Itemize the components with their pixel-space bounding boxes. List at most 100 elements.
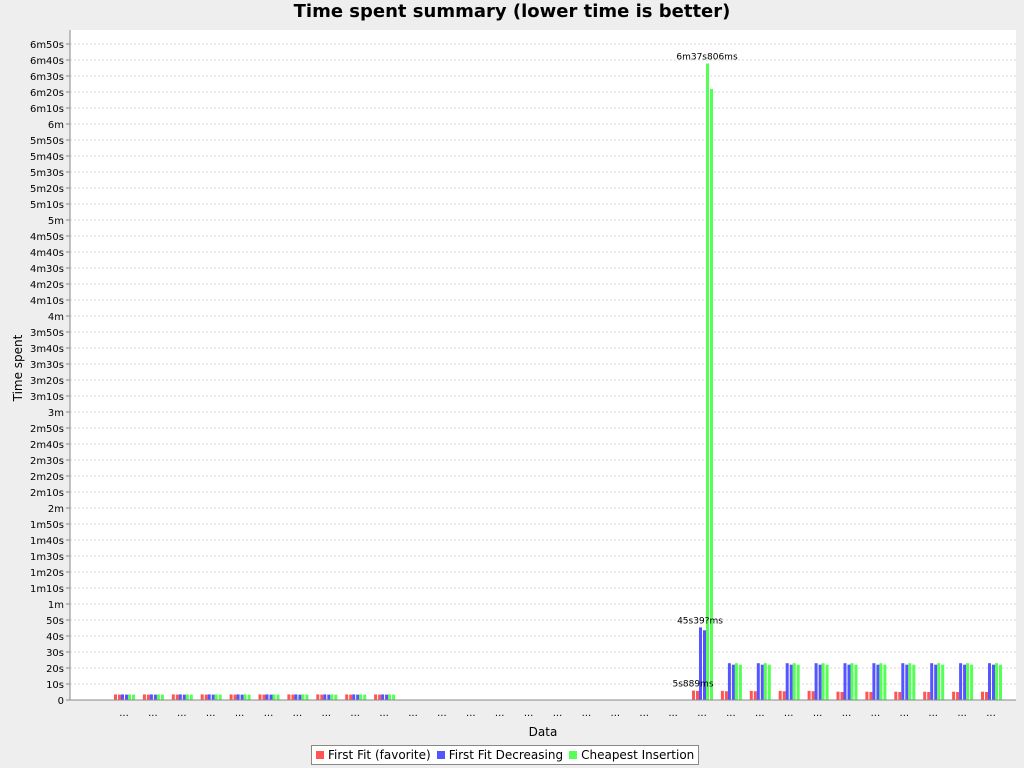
bar-cheapest-insertion xyxy=(189,694,193,700)
y-tick-label: 4m40s xyxy=(30,248,64,259)
bar-first-fit-favorite- xyxy=(927,692,931,700)
bar-cheapest-insertion xyxy=(825,664,829,700)
bar-cheapest-insertion xyxy=(995,663,998,700)
data-label: 6m37s806ms xyxy=(676,53,738,63)
y-tick-label: 4m30s xyxy=(30,264,64,275)
y-tick-label: 1m10s xyxy=(30,584,64,595)
plot-background xyxy=(70,30,1016,700)
bar-cheapest-insertion xyxy=(912,664,916,700)
bar-cheapest-insertion xyxy=(363,694,367,700)
bar-first-fit-decreasing xyxy=(731,664,735,700)
bar-first-fit-decreasing xyxy=(963,664,967,700)
x-tick-label: ... xyxy=(293,708,303,719)
bar-first-fit-decreasing xyxy=(703,630,706,700)
y-tick-label: 4m20s xyxy=(30,280,64,291)
bar-first-fit-decreasing xyxy=(905,664,909,700)
bar-first-fit-decreasing xyxy=(385,694,389,700)
y-tick-label: 3m40s xyxy=(30,344,64,355)
bar-first-fit-favorite- xyxy=(807,690,811,700)
bar-cheapest-insertion xyxy=(301,694,305,700)
y-tick-label: 6m xyxy=(48,120,64,131)
bar-cheapest-insertion xyxy=(792,663,796,700)
legend-item-cheapest-insertion: Cheapest Insertion xyxy=(569,748,694,762)
bar-first-fit-decreasing xyxy=(178,694,182,700)
x-tick-label: ... xyxy=(784,708,794,719)
y-tick-label: 10s xyxy=(46,680,64,691)
x-tick-label: ... xyxy=(957,708,967,719)
bar-first-fit-favorite- xyxy=(258,694,262,700)
bar-first-fit-favorite- xyxy=(374,694,378,700)
bar-first-fit-decreasing xyxy=(121,694,124,700)
bar-first-fit-favorite- xyxy=(175,694,179,700)
bar-first-fit-decreasing xyxy=(182,694,186,700)
bar-cheapest-insertion xyxy=(879,663,883,700)
y-tick-label: 3m30s xyxy=(30,360,64,371)
y-tick-label: 0 xyxy=(58,696,64,707)
bar-cheapest-insertion xyxy=(156,694,160,700)
bar-cheapest-insertion xyxy=(850,663,854,700)
bar-cheapest-insertion xyxy=(185,694,189,700)
bar-cheapest-insertion xyxy=(710,88,713,701)
bar-first-fit-favorite- xyxy=(291,694,295,700)
bar-first-fit-decreasing xyxy=(699,627,702,700)
y-tick-label: 5m40s xyxy=(30,152,64,163)
x-tick-label: ... xyxy=(842,708,852,719)
bar-cheapest-insertion xyxy=(734,663,738,700)
y-tick-label: 1m20s xyxy=(30,568,64,579)
bar-cheapest-insertion xyxy=(767,664,771,700)
chart-legend: First Fit (favorite) First Fit Decreasin… xyxy=(311,745,700,765)
bar-cheapest-insertion xyxy=(160,694,164,700)
x-tick-label: ... xyxy=(350,708,360,719)
legend-item-first-fit: First Fit (favorite) xyxy=(316,748,431,762)
legend-label: First Fit (favorite) xyxy=(328,748,431,762)
bar-first-fit-favorite- xyxy=(287,694,291,700)
bar-cheapest-insertion xyxy=(970,664,974,700)
bar-first-fit-decreasing xyxy=(323,694,327,700)
y-tick-label: 2m30s xyxy=(30,456,64,467)
y-tick-label: 5m xyxy=(48,216,64,227)
bar-cheapest-insertion xyxy=(388,694,392,700)
chart-title: Time spent summary (lower time is better… xyxy=(293,1,731,22)
bar-cheapest-insertion xyxy=(796,664,800,700)
x-tick-label: ... xyxy=(466,708,476,719)
y-tick-label: 5m30s xyxy=(30,168,64,179)
bar-first-fit-favorite- xyxy=(720,690,724,700)
y-tick-label: 3m10s xyxy=(30,392,64,403)
bar-first-fit-favorite- xyxy=(923,691,927,700)
bar-first-fit-favorite- xyxy=(836,691,840,700)
bar-first-fit-favorite- xyxy=(894,691,898,700)
bar-cheapest-insertion xyxy=(330,694,334,700)
bar-first-fit-decreasing xyxy=(756,663,760,700)
x-tick-label: ... xyxy=(986,708,996,719)
bar-first-fit-decreasing xyxy=(934,664,938,700)
x-tick-label: ... xyxy=(235,708,245,719)
legend-swatch xyxy=(569,751,578,759)
bar-cheapest-insertion xyxy=(272,694,276,700)
bar-first-fit-decreasing xyxy=(327,694,331,700)
bar-first-fit-favorite- xyxy=(233,694,237,700)
x-tick-label: ... xyxy=(322,708,332,719)
x-tick-label: ... xyxy=(553,708,563,719)
bar-cheapest-insertion xyxy=(883,664,887,700)
y-tick-label: 2m20s xyxy=(30,472,64,483)
bar-first-fit-decreasing xyxy=(727,663,731,700)
y-tick-label: 4m50s xyxy=(30,232,64,243)
bar-first-fit-decreasing xyxy=(843,663,847,700)
bar-first-fit-favorite- xyxy=(985,692,988,700)
bar-first-fit-decreasing xyxy=(785,663,789,700)
bar-first-fit-favorite- xyxy=(753,691,757,700)
y-tick-label: 3m xyxy=(48,408,64,419)
bar-first-fit-favorite- xyxy=(349,694,353,700)
bar-first-fit-favorite- xyxy=(118,694,121,700)
bar-cheapest-insertion xyxy=(854,664,858,700)
y-tick-label: 50s xyxy=(46,616,64,627)
y-tick-label: 4m10s xyxy=(30,296,64,307)
bar-first-fit-decreasing xyxy=(872,663,876,700)
bar-first-fit-decreasing xyxy=(236,694,240,700)
bar-first-fit-decreasing xyxy=(352,694,356,700)
y-tick-label: 5m20s xyxy=(30,184,64,195)
y-tick-label: 40s xyxy=(46,632,64,643)
y-tick-label: 6m50s xyxy=(30,40,64,51)
data-label: 45s39?ms xyxy=(677,616,723,626)
